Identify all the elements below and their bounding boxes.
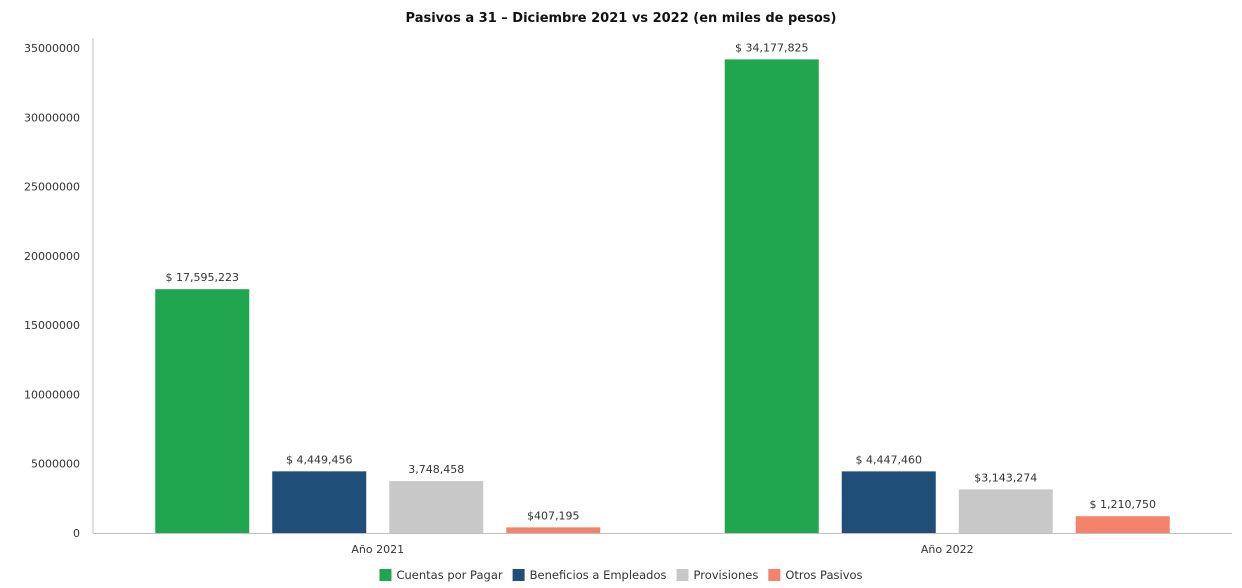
- legend-swatch: [676, 569, 689, 581]
- y-tick-label: 10000000: [24, 388, 80, 401]
- legend-swatch: [512, 569, 525, 581]
- bar: [155, 289, 250, 533]
- bar-data-label: $407,195: [527, 509, 580, 522]
- y-tick-label: 15000000: [24, 319, 80, 332]
- bar: [272, 471, 367, 533]
- y-tick-label: 25000000: [24, 181, 80, 194]
- legend-swatch: [379, 569, 392, 581]
- bar: [1075, 516, 1170, 533]
- legend-item: Provisiones: [676, 568, 759, 582]
- bar-data-label: $ 1,210,750: [1090, 498, 1156, 511]
- bar-data-label: 3,748,458: [408, 463, 464, 476]
- legend-item: Otros Pasivos: [768, 568, 863, 582]
- legend: Cuentas por Pagar Beneficios a Empleados P…: [379, 568, 863, 582]
- y-tick-label: 0: [73, 527, 80, 540]
- bar-data-label: $ 34,177,825: [735, 41, 808, 54]
- bar: [724, 59, 819, 533]
- legend-item: Cuentas por Pagar: [379, 568, 503, 582]
- bar: [506, 527, 601, 533]
- bar: [958, 489, 1053, 533]
- legend-label: Otros Pasivos: [785, 568, 862, 582]
- y-tick-label: 30000000: [24, 111, 80, 124]
- bar: [389, 481, 484, 533]
- x-axis: Año 2021 Año 2022: [93, 533, 1232, 556]
- bar: [841, 471, 936, 533]
- legend-item: Beneficios a Empleados: [512, 568, 667, 582]
- chart-title: Pasivos a 31 – Diciembre 2021 vs 2022 (e…: [406, 11, 837, 26]
- x-category-label: Año 2021: [351, 543, 404, 556]
- legend-label: Beneficios a Empleados: [530, 568, 667, 582]
- y-tick-label: 5000000: [31, 458, 80, 471]
- bar-data-label: $3,143,274: [974, 471, 1037, 484]
- legend-swatch: [768, 569, 781, 581]
- y-tick-label: 35000000: [24, 42, 80, 55]
- legend-label: Provisiones: [694, 568, 759, 582]
- bar-data-label: $ 17,595,223: [166, 271, 239, 284]
- x-category-label: Año 2022: [921, 543, 974, 556]
- y-tick-label: 20000000: [24, 250, 80, 263]
- legend-label: Cuentas por Pagar: [396, 568, 502, 582]
- bars-group: [155, 59, 1170, 533]
- data-labels-group: $ 17,595,223 $ 4,449,456 3,748,458 $407,195…: [166, 41, 1156, 522]
- bar-data-label: $ 4,449,456: [286, 453, 352, 466]
- y-axis: 0 5000000 10000000 15000000 20000000 25000000…: [24, 38, 94, 540]
- bar-data-label: $ 4,447,460: [856, 453, 922, 466]
